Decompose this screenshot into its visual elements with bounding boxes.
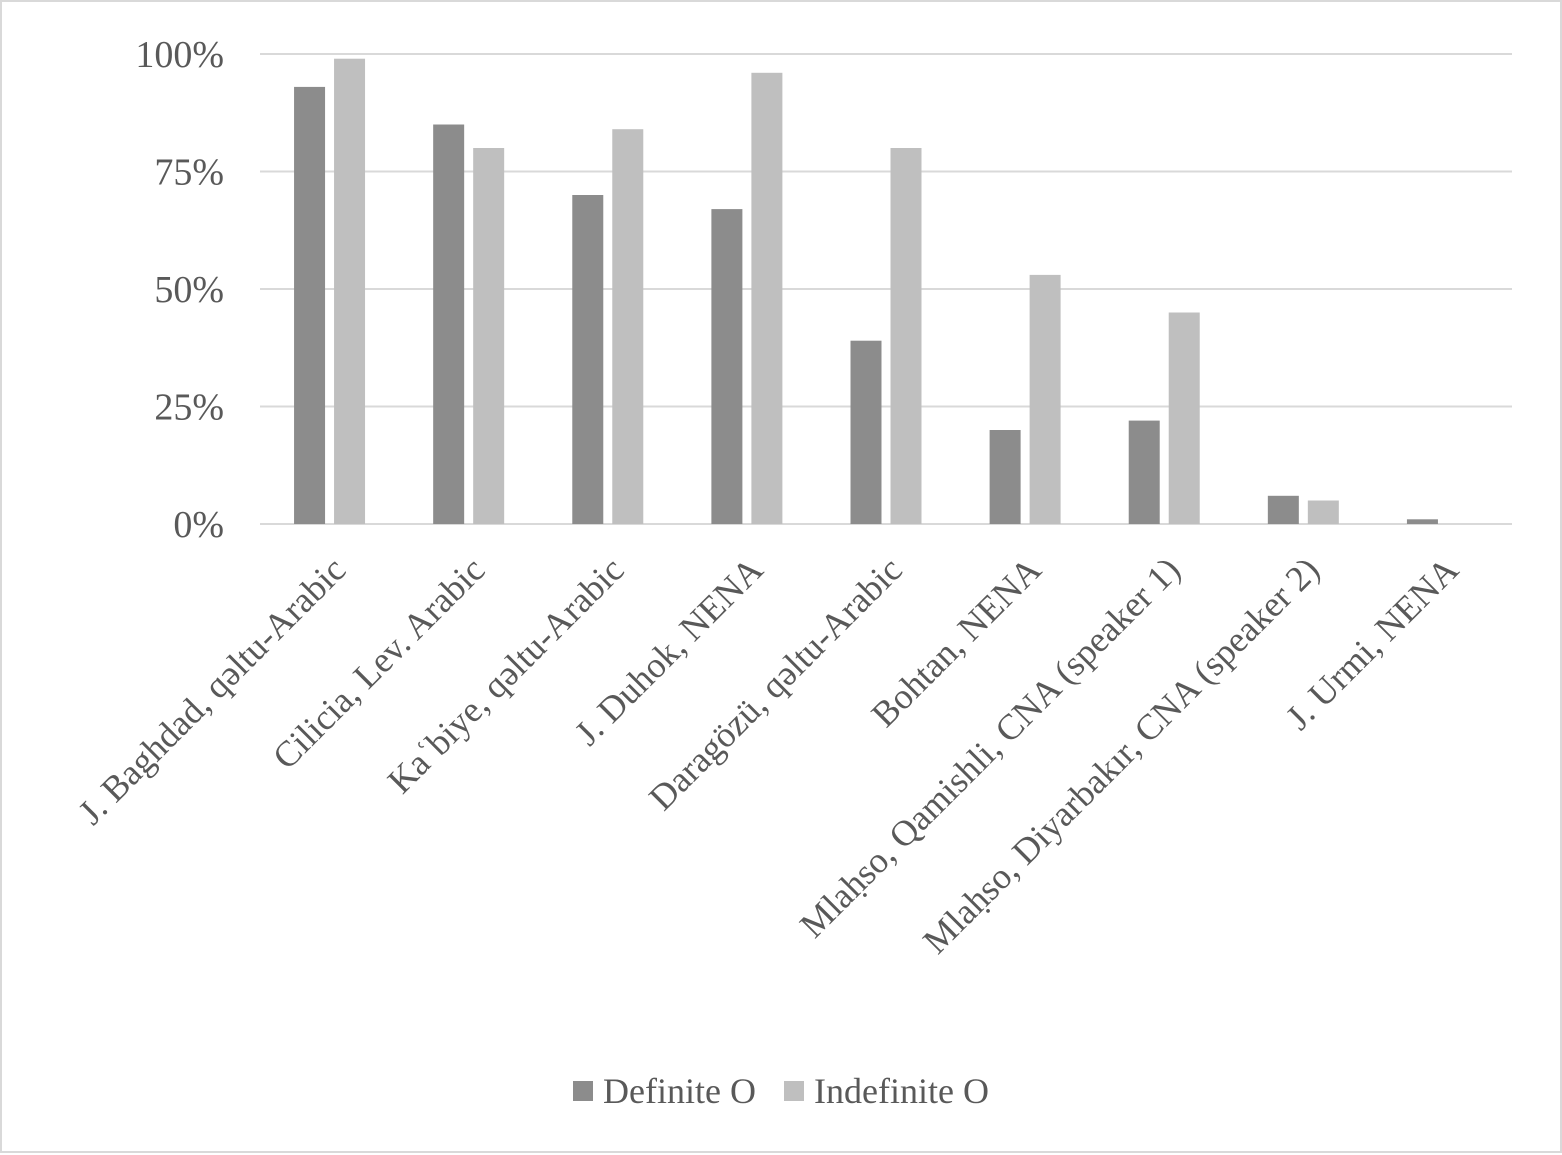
legend-label-indefinite: Indefinite O: [814, 1071, 989, 1111]
x-tick-label: J. Baghdad, qəltu-Arabic: [70, 549, 353, 832]
bar-definite: [711, 209, 743, 524]
bar-definite: [1267, 495, 1299, 524]
bar-indefinite: [890, 148, 922, 524]
bar-indefinite: [612, 129, 644, 524]
bar-indefinite: [1029, 274, 1061, 524]
bars: [294, 58, 1438, 525]
y-tick-label: 75%: [154, 152, 224, 194]
y-tick-label: 100%: [135, 34, 224, 76]
bar-definite: [433, 124, 465, 524]
y-tick-label: 0%: [173, 504, 224, 546]
bar-indefinite: [751, 72, 783, 525]
bar-definite: [1128, 420, 1160, 524]
bar-indefinite: [1168, 312, 1200, 524]
bar-definite: [572, 195, 604, 524]
bar-indefinite: [473, 148, 505, 524]
bar-indefinite: [1307, 500, 1339, 524]
y-tick-label: 25%: [154, 387, 224, 429]
legend-swatch-indefinite: [784, 1081, 804, 1101]
bar-definite: [294, 86, 326, 525]
y-axis-ticks: 0% 25% 50% 75% 100%: [135, 34, 224, 546]
x-tick-label: Kaʿbiye, qəltu-Arabic: [380, 549, 632, 801]
x-tick-label: Daragözü, qəltu-Arabic: [641, 549, 910, 818]
legend: Definite O Indefinite O: [2, 1070, 1560, 1112]
bar-definite: [850, 340, 882, 524]
gridlines: [260, 53, 1512, 525]
legend-item-indefinite: Indefinite O: [784, 1070, 989, 1112]
y-tick-label: 50%: [154, 269, 224, 311]
bar-indefinite: [334, 58, 366, 524]
legend-swatch-definite: [573, 1081, 594, 1101]
legend-label-definite: Definite O: [603, 1071, 756, 1111]
bar-definite: [989, 430, 1021, 524]
bar-definite: [1406, 519, 1438, 524]
legend-item-definite: Definite O: [573, 1070, 756, 1112]
